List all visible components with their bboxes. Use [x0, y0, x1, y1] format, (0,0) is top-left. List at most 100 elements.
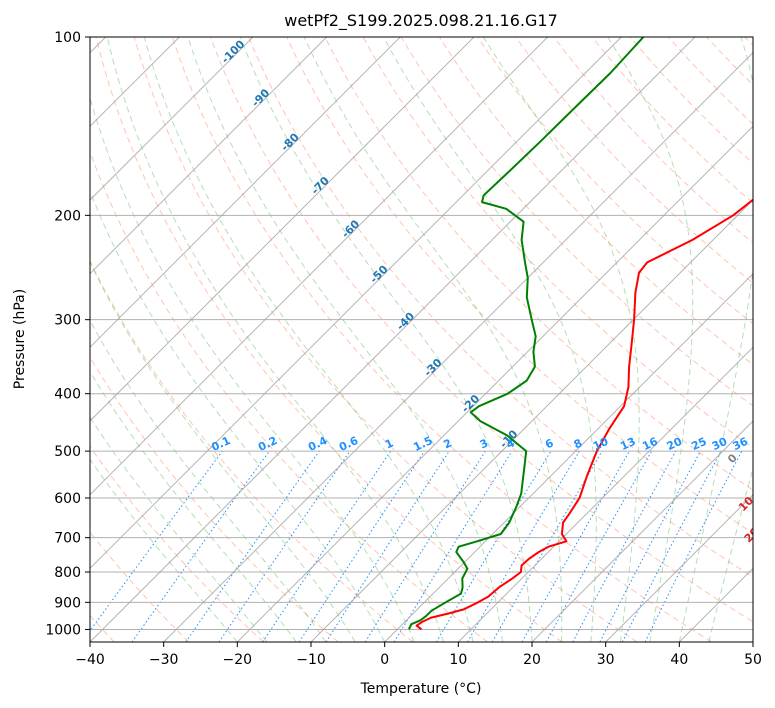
mixing-ratio-line	[364, 450, 486, 642]
isotherm-line	[752, 641, 753, 642]
x-tick-label: −10	[296, 652, 326, 668]
x-tick-label: −20	[223, 652, 253, 668]
mixing-ratio-lines	[90, 450, 743, 642]
isotherm-line	[90, 37, 622, 570]
dry-adiabat-line	[515, 37, 753, 284]
moist-adiabat-line	[678, 37, 753, 642]
moist-adiabat-line	[187, 37, 503, 642]
mixing-ratio-label: 20	[665, 435, 685, 453]
dry-adiabats	[90, 37, 753, 642]
moist-adiabat-line	[90, 189, 386, 642]
mixing-ratio-line	[131, 450, 270, 642]
x-tick-label: 10	[449, 652, 467, 668]
dry-adiabat-line	[90, 531, 190, 642]
x-axis-label: Temperature (°C)	[360, 681, 482, 697]
isotherm-line	[236, 125, 753, 642]
mixing-ratio-line	[521, 450, 630, 642]
x-tick-label: −30	[149, 652, 179, 668]
theta-e-label: 30	[755, 556, 775, 576]
moist-adiabat-line	[143, 37, 474, 642]
theta-e-label: 20	[742, 525, 762, 545]
dry-adiabat-line	[210, 37, 753, 623]
moist-adiabat-line	[90, 416, 268, 642]
isotherm-line	[163, 51, 753, 642]
y-tick-label: 300	[54, 313, 81, 329]
chart-title: wetPf2_S199.2025.098.21.16.G17	[284, 11, 558, 31]
mixing-ratio-label: 25	[689, 435, 708, 453]
x-tick-label: 20	[523, 652, 541, 668]
isotherm-label: -50	[367, 263, 390, 286]
mixing-ratio-line	[644, 450, 743, 642]
mixing-ratio-line	[262, 450, 392, 642]
dry-adiabat-line	[133, 37, 638, 642]
isotherm-line	[605, 493, 753, 642]
isotherm-line	[531, 420, 753, 642]
isotherm-line	[90, 37, 549, 496]
theta-e-label: 40	[771, 584, 775, 604]
isotherm-label: -30	[421, 356, 444, 379]
isotherm-label: -90	[249, 86, 272, 109]
y-tick-label: 400	[54, 387, 81, 403]
moist-adiabat-line	[90, 370, 297, 642]
dry-adiabat-line	[668, 37, 753, 125]
dry-adiabat-line	[324, 37, 753, 491]
y-tick-label: 700	[54, 531, 81, 547]
dry-adiabat-line	[171, 37, 712, 642]
moist-adiabat-line	[90, 458, 238, 642]
dry-adiabat-line	[90, 356, 339, 642]
dry-adiabat-line	[286, 37, 753, 534]
y-tick-label: 800	[54, 565, 81, 581]
isotherm-line	[90, 37, 696, 642]
isotherm-label: -20	[459, 392, 482, 415]
pressure-gridlines	[90, 37, 753, 630]
mixing-ratio-label: 13	[618, 435, 637, 453]
line-labels: -100-90-80-70-60-50-40-30-20-100.1 0.2 0.4…	[209, 37, 775, 604]
x-axis: −40 −30 −20 −10 0 10 20 30 40 50	[75, 642, 762, 668]
dewpoint-profile-line	[408, 37, 645, 630]
isotherm-line	[90, 37, 475, 422]
moist-adiabats	[90, 37, 753, 642]
moist-adiabat-line	[239, 37, 533, 642]
isotherm-label: -60	[339, 217, 362, 240]
isotherm-line	[90, 37, 328, 275]
isotherm-label: -40	[394, 310, 417, 333]
isotherm-line	[457, 346, 753, 642]
dry-adiabat-line	[744, 37, 753, 47]
dry-adiabat-line	[90, 445, 264, 642]
moist-adiabat-line	[708, 466, 753, 642]
isotherm-line	[678, 567, 753, 642]
y-tick-label: 600	[54, 491, 81, 507]
mixing-ratio-line	[298, 450, 425, 642]
y-tick-label: 200	[54, 208, 81, 224]
x-tick-label: 30	[597, 652, 615, 668]
x-tick-label: −40	[75, 652, 105, 668]
y-tick-label: 900	[54, 595, 81, 611]
dry-adiabat-line	[248, 37, 753, 578]
temperature-profile-line	[415, 198, 753, 631]
mixing-ratio-line	[325, 450, 450, 642]
dry-adiabat-line	[90, 150, 488, 642]
mixing-ratio-label: 10	[591, 435, 611, 453]
mixing-ratio-label: 6	[543, 436, 556, 451]
y-tick-label: 500	[54, 444, 81, 460]
isotherm-line	[384, 272, 753, 642]
dry-adiabat-line	[90, 259, 414, 642]
moist-adiabat-line	[482, 37, 640, 642]
moist-adiabat-line	[90, 319, 327, 642]
mixing-ratio-label: 36	[731, 435, 751, 453]
dry-adiabat-line	[95, 37, 563, 642]
mixing-ratio-line	[599, 450, 701, 642]
moist-adiabat-line	[303, 37, 563, 642]
mixing-ratio-label: 2	[442, 436, 454, 451]
moist-adiabat-line	[607, 37, 694, 642]
plot-frame	[89, 36, 754, 643]
mixing-ratio-line	[90, 450, 223, 632]
y-tick-label: 1000	[45, 622, 81, 638]
dry-adiabat-line	[591, 37, 753, 204]
isotherm-line	[310, 199, 753, 642]
y-tick-label: 100	[54, 30, 81, 46]
x-tick-label: 40	[670, 652, 688, 668]
moist-adiabat-line	[106, 37, 445, 642]
isotherm-line	[90, 37, 401, 349]
